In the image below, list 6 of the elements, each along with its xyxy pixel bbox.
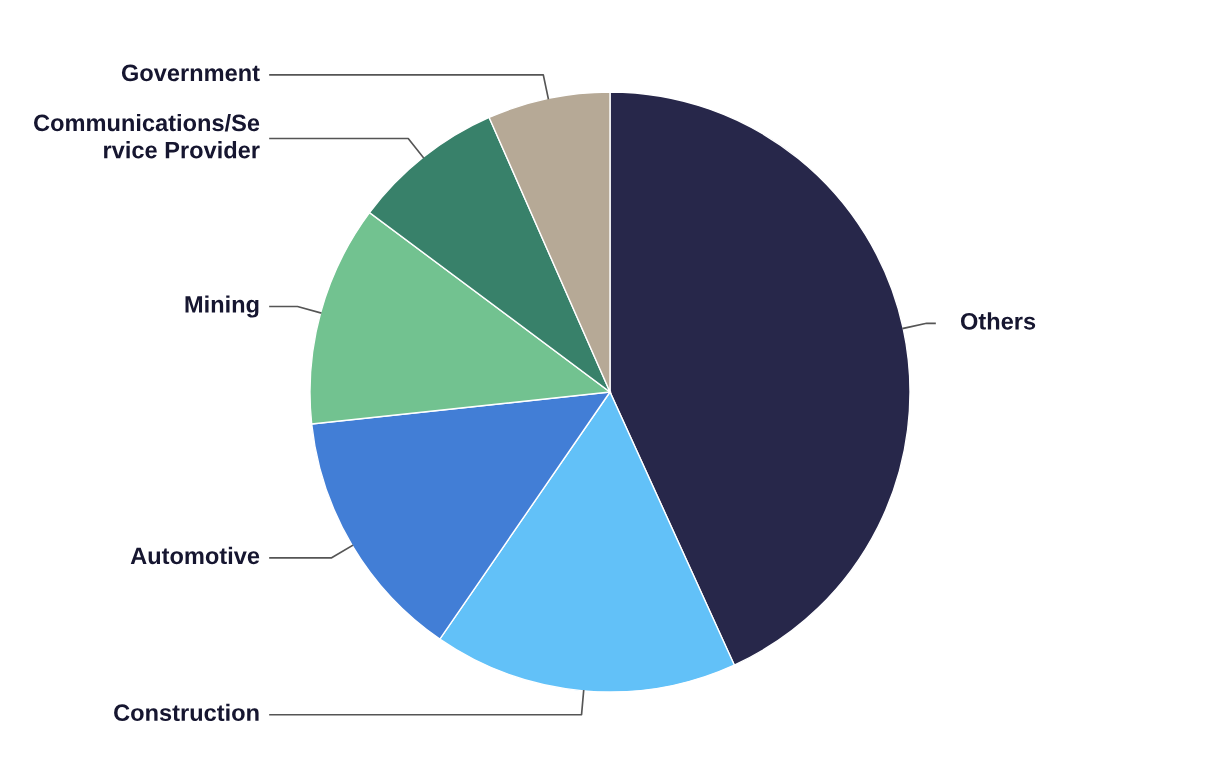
slice-label: Others [960,312,1036,330]
slice-label: Construction [114,703,259,722]
slice-label: Government [121,64,260,82]
slice-label: Communications/Service Provider [34,113,260,159]
slice-label: Automotive [130,546,260,565]
slice-label: Mining [185,295,259,318]
